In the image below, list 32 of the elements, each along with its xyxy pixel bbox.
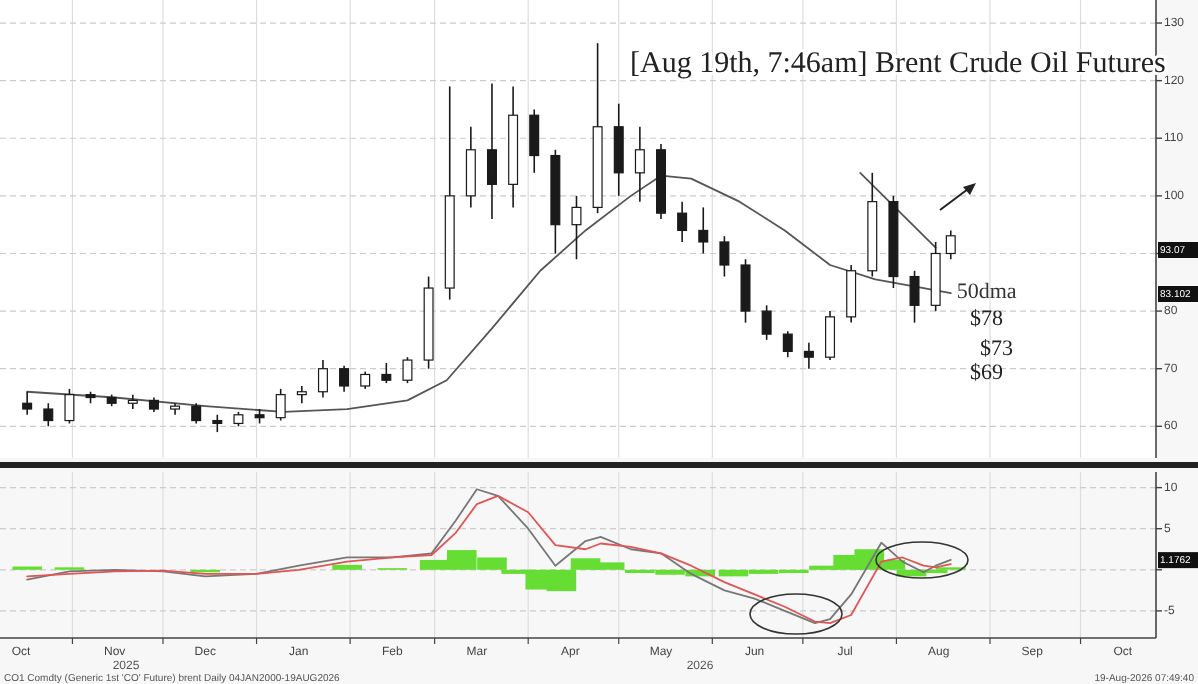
candlestick <box>381 362 392 384</box>
candlestick <box>529 108 540 174</box>
candlestick <box>465 125 476 209</box>
candlestick <box>22 390 33 416</box>
candlestick <box>317 359 328 399</box>
series-label: 50dma <box>956 280 1017 305</box>
candlestick <box>571 195 582 261</box>
bar <box>332 564 362 570</box>
candlestick <box>803 341 814 370</box>
candlestick <box>825 310 836 361</box>
annotation: $69 <box>970 361 1004 386</box>
annotation: $73 <box>980 337 1014 362</box>
annotation: $78 <box>970 307 1004 332</box>
candlestick <box>191 402 202 425</box>
candlestick <box>296 385 307 405</box>
candlestick <box>613 102 624 197</box>
candlestick <box>402 356 413 384</box>
candlestick <box>719 235 730 278</box>
candlestick <box>634 125 645 203</box>
candlestick <box>43 402 54 428</box>
candlestick <box>846 264 857 324</box>
candlestick <box>698 206 709 255</box>
candlestick <box>740 258 751 324</box>
candlestick <box>761 304 772 341</box>
candlestick <box>275 388 286 422</box>
candlestick <box>909 269 920 324</box>
candlestick <box>945 229 956 261</box>
candlestick <box>339 365 350 393</box>
candlestick <box>782 330 793 358</box>
candlestick <box>64 388 75 425</box>
candlestick <box>677 200 688 243</box>
candlestick <box>486 82 497 220</box>
